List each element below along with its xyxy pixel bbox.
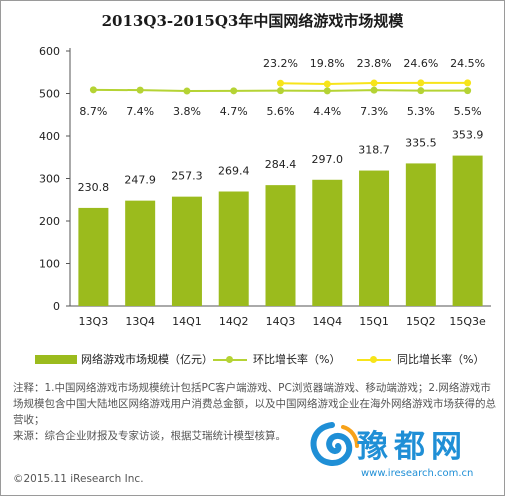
qoq-value-label: 5.6% <box>267 105 295 118</box>
bar-value-label: 257.3 <box>171 170 203 183</box>
point-qoq-growth <box>417 87 425 95</box>
bar-value-label: 247.9 <box>124 174 156 187</box>
x-tick-label: 15Q3e <box>449 315 486 328</box>
legend-swatch-yoy <box>357 354 391 365</box>
watermark-url: www.iresearch.com.cn <box>361 468 474 479</box>
legend-label-yoy-growth: 同比增长率（%） <box>397 353 485 366</box>
bar-value-label: 335.5 <box>405 136 437 149</box>
x-tick-label: 14Q4 <box>312 315 342 328</box>
bar-market-size <box>452 155 483 306</box>
yoy-value-label: 23.2% <box>263 57 298 70</box>
y-tick-label: 600 <box>39 45 60 58</box>
watermark-swirl-icon <box>310 422 359 466</box>
bar-market-size <box>265 185 296 306</box>
x-tick-label: 14Q3 <box>266 315 296 328</box>
legend-swatch-qoq <box>213 354 247 365</box>
legend-item-market-size: 网络游戏市场规模（亿元） <box>35 351 213 367</box>
x-tick-label: 13Q4 <box>125 315 155 328</box>
copyright-text: ©2015.11 iResearch Inc. <box>13 473 144 485</box>
footnote-annotation: 注释：1.中国网络游戏市场规模统计包括PC客户端游戏、PC浏览器端游戏、移动端游… <box>13 382 496 426</box>
yoy-value-label: 19.8% <box>310 57 345 70</box>
point-yoy-growth <box>323 80 331 88</box>
chart-title: 2013Q3-2015Q3年中国网络游戏市场规模 <box>101 12 404 30</box>
yoy-value-label: 24.5% <box>450 57 485 70</box>
watermark-text: 豫都网 <box>357 429 468 465</box>
footnote-source: 来源：综合企业财报及专家访谈，根据艾瑞统计模型核算。 <box>13 430 286 442</box>
bar-market-size <box>218 191 249 306</box>
qoq-value-label: 4.4% <box>313 105 341 118</box>
x-tick-label: 15Q1 <box>359 315 389 328</box>
bar-market-size <box>171 196 202 306</box>
legend-item-yoy-growth: 同比增长率（%） <box>357 351 484 367</box>
bar-market-size <box>125 200 156 306</box>
bar-market-size <box>405 163 436 306</box>
point-yoy-growth <box>417 79 425 87</box>
point-qoq-growth <box>464 87 472 95</box>
y-tick-label: 300 <box>39 173 60 186</box>
x-tick-label: 14Q1 <box>172 315 202 328</box>
qoq-value-label: 7.4% <box>126 105 154 118</box>
bar-value-label: 353.9 <box>452 129 484 142</box>
qoq-value-label: 4.7% <box>220 105 248 118</box>
y-tick-label: 0 <box>53 300 60 313</box>
legend-label-market-size: 网络游戏市场规模（亿元） <box>81 353 213 366</box>
point-qoq-growth <box>323 87 331 95</box>
point-qoq-growth <box>89 86 97 94</box>
legend-label-qoq-growth: 环比增长率（%） <box>253 353 341 366</box>
point-yoy-growth <box>370 79 378 87</box>
point-qoq-growth <box>183 87 191 95</box>
legend-swatch-bar <box>35 354 77 364</box>
watermark-logo: 豫都网 www.iresearch.com.cn <box>303 419 499 491</box>
bar-market-size <box>312 179 343 306</box>
bar-value-label: 230.8 <box>78 181 110 194</box>
y-tick-label: 100 <box>39 258 60 271</box>
qoq-value-label: 3.8% <box>173 105 201 118</box>
qoq-value-label: 5.3% <box>407 105 435 118</box>
y-tick-label: 400 <box>39 130 60 143</box>
yoy-value-label: 23.8% <box>357 57 392 70</box>
legend-item-qoq-growth: 环比增长率（%） <box>213 351 340 367</box>
point-qoq-growth <box>277 87 284 95</box>
yoy-value-label: 24.6% <box>403 57 438 70</box>
point-yoy-growth <box>464 79 472 87</box>
bar-value-label: 284.4 <box>265 158 297 171</box>
footnote: 注释：1.中国网络游戏市场规模统计包括PC客户端游戏、PC浏览器端游戏、移动端游… <box>13 380 497 444</box>
bar-value-label: 297.0 <box>312 153 344 166</box>
x-tick-label: 13Q3 <box>79 315 109 328</box>
bar-value-label: 318.7 <box>358 144 390 157</box>
point-qoq-growth <box>230 87 238 95</box>
bar-value-label: 269.4 <box>218 165 250 178</box>
y-tick-label: 500 <box>39 88 60 101</box>
point-yoy-growth <box>277 79 284 87</box>
qoq-value-label: 8.7% <box>79 105 107 118</box>
qoq-value-label: 7.3% <box>360 105 388 118</box>
qoq-value-label: 5.5% <box>454 105 482 118</box>
point-qoq-growth <box>370 86 378 94</box>
point-qoq-growth <box>136 86 144 94</box>
y-tick-label: 200 <box>39 215 60 228</box>
x-tick-label: 14Q2 <box>219 315 249 328</box>
x-tick-label: 15Q2 <box>406 315 436 328</box>
bar-market-size <box>78 207 109 306</box>
chart-plot: 0 100 200 300 400 500 600 230.8 247.9 257.3 269.4 2… <box>39 45 491 328</box>
bar-market-size <box>359 170 390 306</box>
